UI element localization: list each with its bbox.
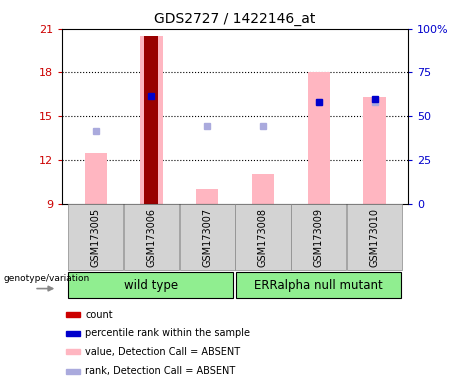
- Text: GSM173006: GSM173006: [147, 208, 156, 266]
- Bar: [307, 73, 330, 204]
- Text: wild type: wild type: [124, 279, 178, 291]
- Text: GSM173010: GSM173010: [370, 208, 379, 266]
- Bar: [66, 349, 80, 354]
- FancyBboxPatch shape: [347, 204, 402, 270]
- Bar: [140, 36, 163, 204]
- Text: percentile rank within the sample: percentile rank within the sample: [85, 328, 250, 338]
- Bar: [144, 36, 159, 204]
- Bar: [363, 97, 386, 204]
- Bar: [66, 331, 80, 336]
- Text: count: count: [85, 310, 113, 320]
- Bar: [66, 312, 80, 317]
- Bar: [196, 189, 219, 204]
- Text: GSM173008: GSM173008: [258, 208, 268, 266]
- Text: value, Detection Call = ABSENT: value, Detection Call = ABSENT: [85, 347, 240, 357]
- Text: GSM173009: GSM173009: [314, 208, 324, 266]
- Text: ERRalpha null mutant: ERRalpha null mutant: [254, 279, 383, 291]
- FancyBboxPatch shape: [179, 204, 235, 270]
- FancyBboxPatch shape: [68, 272, 233, 298]
- FancyBboxPatch shape: [68, 204, 124, 270]
- Text: GSM173005: GSM173005: [91, 208, 100, 266]
- FancyBboxPatch shape: [124, 204, 179, 270]
- Text: rank, Detection Call = ABSENT: rank, Detection Call = ABSENT: [85, 366, 236, 376]
- Bar: [84, 152, 107, 204]
- Bar: [252, 174, 274, 204]
- FancyBboxPatch shape: [236, 272, 401, 298]
- Text: genotype/variation: genotype/variation: [3, 274, 89, 283]
- FancyBboxPatch shape: [235, 204, 291, 270]
- Title: GDS2727 / 1422146_at: GDS2727 / 1422146_at: [154, 12, 316, 26]
- Bar: [66, 369, 80, 374]
- Text: GSM173007: GSM173007: [202, 208, 212, 266]
- FancyBboxPatch shape: [291, 204, 347, 270]
